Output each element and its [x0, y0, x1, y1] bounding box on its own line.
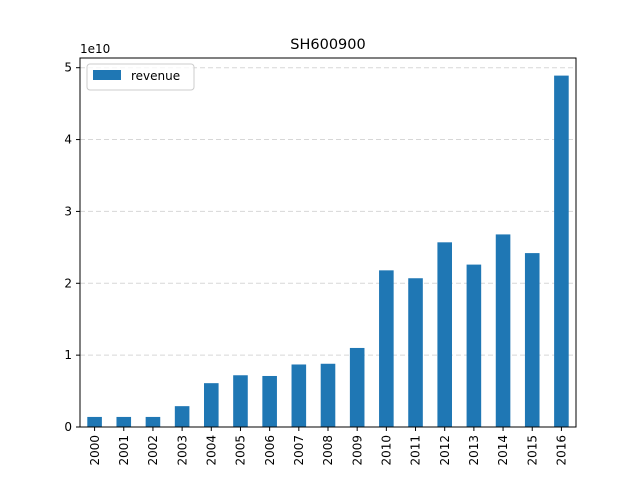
bar-2003	[174, 406, 190, 427]
x-tick-label: 2011	[409, 435, 423, 466]
x-tick-label: 2014	[496, 435, 510, 466]
y-tick-label: 3	[64, 204, 72, 218]
legend-label-revenue: revenue	[131, 69, 180, 83]
bar-2011	[408, 278, 423, 427]
bar-2009	[349, 347, 365, 427]
x-axis: 2000 2001 2002 2003 2004 2005 2006 2007 2008 2009…	[88, 427, 569, 466]
legend: revenue	[86, 63, 195, 91]
x-tick-label: 2015	[525, 435, 539, 466]
x-tick-label: 2004	[204, 435, 218, 466]
legend-swatch-revenue	[93, 70, 121, 80]
x-tick-label: 2002	[146, 435, 160, 466]
bar-2014	[495, 234, 511, 427]
x-tick-label: 2009	[350, 435, 364, 466]
y-tick-label: 0	[64, 420, 72, 434]
bar-2008	[320, 363, 336, 427]
x-tick-label: 2001	[117, 435, 131, 466]
bar-2015	[524, 253, 540, 427]
x-tick-label: 2006	[263, 435, 277, 466]
y-tick-label: 4	[64, 133, 72, 147]
grid-lines	[80, 67, 576, 356]
x-tick-label: 2016	[555, 435, 569, 466]
y-tick-label: 5	[64, 61, 72, 75]
bar-2012	[437, 242, 452, 427]
x-tick-label: 2010	[380, 435, 394, 466]
x-tick-label: 2000	[88, 435, 102, 466]
bar-2016	[554, 75, 569, 427]
x-tick-label: 2003	[175, 435, 189, 466]
y-tick-label: 1	[64, 348, 72, 362]
y-tick-label: 2	[64, 276, 72, 290]
bar-2000	[87, 416, 102, 427]
chart-title: SH600900	[290, 37, 365, 53]
bar-2007	[291, 364, 307, 427]
bars	[87, 75, 569, 427]
bar-2002	[145, 416, 161, 427]
bar-2006	[262, 375, 277, 427]
bar-2005	[233, 375, 248, 427]
x-tick-label: 2005	[234, 435, 248, 466]
bar-2001	[116, 416, 132, 427]
y-axis: 0 1 2 3 4 5	[64, 61, 80, 434]
bar-2004	[204, 383, 219, 427]
y-axis-offset-label: 1e10	[80, 42, 110, 56]
x-tick-label: 2007	[292, 435, 306, 466]
x-tick-label: 2013	[467, 435, 481, 466]
x-tick-label: 2012	[438, 435, 452, 466]
bar-2010	[379, 270, 394, 427]
bar-2013	[466, 264, 482, 427]
x-tick-label: 2008	[321, 435, 335, 466]
